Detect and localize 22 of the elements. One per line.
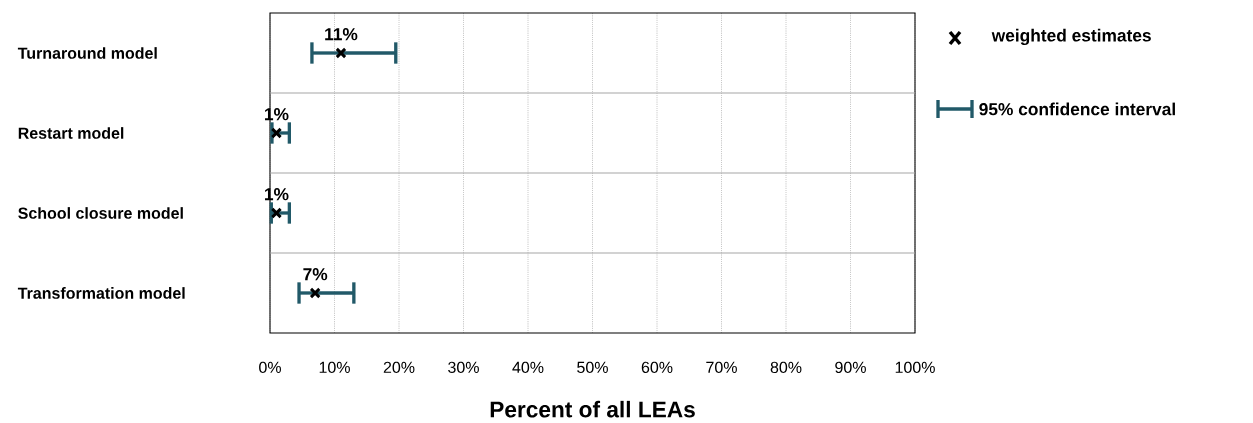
data-label: 7%: [303, 268, 328, 281]
data-label: 1%: [265, 188, 289, 201]
x-tick-label: 0%: [259, 361, 281, 374]
data-label: 1%: [265, 108, 289, 121]
legend-label: weighted estimates: [991, 28, 1151, 46]
x-tick-label: 60%: [641, 361, 673, 374]
x-tick-label: 90%: [835, 361, 866, 374]
x-axis-title: Percent of all LEAs: [490, 400, 695, 418]
x-tick-label: 20%: [383, 361, 415, 374]
text: 95% confidence interval: [979, 102, 1175, 116]
x-tick-label: 100%: [895, 361, 935, 374]
x-tick-label: 30%: [448, 361, 479, 374]
x-tick-label: 70%: [706, 361, 737, 374]
y-tick-label: Restart model: [18, 127, 124, 139]
x-tick-label: 10%: [319, 361, 350, 374]
x-tick-label: 40%: [512, 361, 544, 374]
y-tick-label: School closure model: [18, 207, 183, 219]
y-tick-label: Transformation model: [17, 287, 185, 299]
x-tick-label: 80%: [770, 361, 802, 374]
x-tick-label: 50%: [577, 361, 608, 374]
data-label: 11%: [325, 28, 358, 41]
y-tick-label: Turnaround model: [17, 47, 157, 59]
